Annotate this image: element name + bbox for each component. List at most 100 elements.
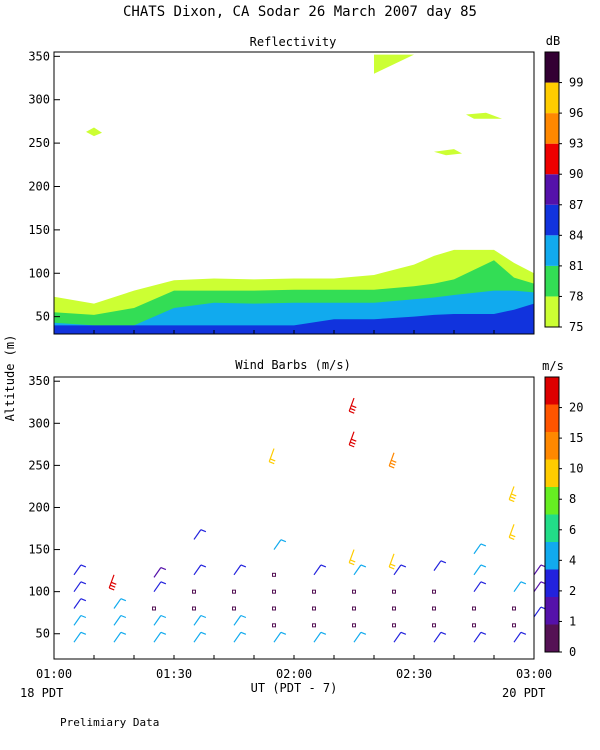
calm-marker bbox=[352, 606, 356, 611]
barb-shaft bbox=[153, 581, 162, 593]
reflectivity-colorbar-swatch bbox=[545, 143, 559, 175]
refl-ytick-label: 350 bbox=[28, 49, 50, 63]
wind-colorbar-swatch bbox=[545, 404, 559, 432]
wind-barb bbox=[153, 614, 167, 626]
barb-flag bbox=[80, 564, 87, 568]
barb-shaft bbox=[473, 631, 482, 643]
wind-ytick-label: 250 bbox=[28, 458, 50, 472]
wind-barb bbox=[508, 486, 517, 503]
reflectivity-fill bbox=[54, 54, 534, 334]
barb-shaft bbox=[433, 560, 442, 571]
wind-ytick-label: 100 bbox=[28, 585, 50, 599]
wind-colorbar-swatch bbox=[545, 459, 559, 487]
barb-flag bbox=[240, 614, 247, 619]
calm-marker bbox=[312, 606, 316, 611]
barb-shaft bbox=[533, 564, 542, 576]
reflectivity-colorbar-frame bbox=[544, 51, 560, 328]
barb-shaft bbox=[388, 553, 395, 568]
barb-flag bbox=[160, 566, 167, 571]
wind-barb bbox=[388, 452, 397, 469]
barb-flag bbox=[240, 564, 247, 568]
wind-barb bbox=[73, 631, 87, 643]
reflectivity-colorbar-swatch bbox=[545, 113, 559, 144]
wind-barb bbox=[313, 631, 327, 643]
wind-barb bbox=[513, 631, 527, 643]
barb-shaft bbox=[273, 631, 282, 643]
wind-barb bbox=[108, 574, 117, 591]
wind-barb bbox=[153, 631, 167, 643]
reflectivity-axes: 50 100 150 200 250 300 350 bbox=[28, 49, 495, 334]
refl-ytick-label: 300 bbox=[28, 93, 50, 107]
wind-barb bbox=[348, 431, 357, 448]
wind-colorbar-swatch bbox=[545, 377, 559, 405]
barb-flag bbox=[120, 614, 127, 619]
barb-flag bbox=[348, 444, 355, 448]
y-axis-label: Altitude (m) bbox=[3, 335, 17, 422]
wind-colorbar-label: 6 bbox=[569, 523, 576, 537]
barb-flag bbox=[80, 581, 87, 585]
reflectivity-colorbar: 75 78 81 84 87 90 93 96 99 bbox=[544, 51, 583, 334]
wind-barb bbox=[513, 581, 527, 593]
wind-barb bbox=[353, 631, 367, 643]
calm-marker bbox=[152, 606, 156, 611]
calm-marker bbox=[432, 589, 436, 594]
barb-shaft bbox=[73, 564, 82, 576]
reflectivity-title: Reflectivity bbox=[250, 35, 337, 49]
barb-flag bbox=[508, 536, 515, 541]
barb-shaft bbox=[508, 524, 515, 538]
wind-barb bbox=[193, 529, 207, 540]
wind-colorbar-swatch bbox=[545, 514, 559, 542]
wind-colorbar-label: 10 bbox=[569, 462, 583, 476]
barb-shaft bbox=[388, 452, 395, 467]
wind-barb bbox=[273, 631, 287, 643]
calm-marker bbox=[272, 572, 276, 577]
reflectivity-colorbar-label: 99 bbox=[569, 76, 583, 90]
wind-xtick-label: 01:00 bbox=[36, 667, 72, 681]
barb-flag bbox=[160, 581, 167, 585]
wind-barb bbox=[113, 614, 127, 626]
barb-shaft bbox=[113, 631, 122, 643]
wind-barb bbox=[533, 564, 547, 576]
wind-barb bbox=[388, 553, 396, 570]
wind-colorbar-label: 8 bbox=[569, 492, 576, 506]
calm-marker bbox=[192, 606, 196, 611]
calm-marker bbox=[392, 606, 396, 611]
barb-flag bbox=[111, 581, 117, 585]
wind-barb bbox=[153, 566, 167, 578]
barb-shaft bbox=[533, 606, 542, 618]
barb-flag bbox=[390, 563, 396, 567]
wind-barb bbox=[313, 564, 327, 576]
wind-barb bbox=[473, 543, 487, 555]
wind-barb bbox=[273, 539, 287, 550]
calm-marker bbox=[472, 623, 476, 628]
reflectivity-colorbar-swatch bbox=[545, 204, 559, 236]
calm-marker bbox=[352, 623, 356, 628]
wind-ytick-label: 300 bbox=[28, 416, 50, 430]
wind-ytick-label: 50 bbox=[36, 627, 50, 641]
calm-marker bbox=[432, 623, 436, 628]
wind-barb bbox=[393, 631, 407, 643]
wind-barb bbox=[533, 606, 547, 618]
wind-barb bbox=[73, 598, 87, 609]
reflectivity-patch bbox=[86, 127, 102, 137]
barb-flag bbox=[388, 465, 395, 469]
reflectivity-colorbar-label: 84 bbox=[569, 228, 583, 242]
barb-flag bbox=[160, 614, 167, 619]
x-axis-label: UT (PDT - 7) bbox=[251, 681, 338, 695]
barb-shaft bbox=[113, 598, 122, 609]
calm-marker bbox=[272, 623, 276, 628]
wind-barb bbox=[473, 581, 487, 593]
wind-barb bbox=[73, 564, 87, 576]
wind-barb bbox=[113, 631, 127, 643]
wind-barbs-title: Wind Barbs (m/s) bbox=[235, 358, 351, 372]
reflectivity-colorbar-unit: dB bbox=[546, 34, 560, 48]
reflectivity-colorbar-swatch bbox=[545, 296, 559, 327]
barb-shaft bbox=[313, 631, 322, 643]
barb-flag bbox=[200, 614, 207, 619]
barb-flag bbox=[348, 562, 355, 566]
refl-ytick-label: 250 bbox=[28, 136, 50, 150]
reflectivity-colorbar-swatch bbox=[545, 52, 559, 83]
wind-colorbar: 0 1 2 4 6 8 10 15 20 bbox=[544, 376, 583, 659]
wind-ytick-label: 200 bbox=[28, 500, 50, 514]
